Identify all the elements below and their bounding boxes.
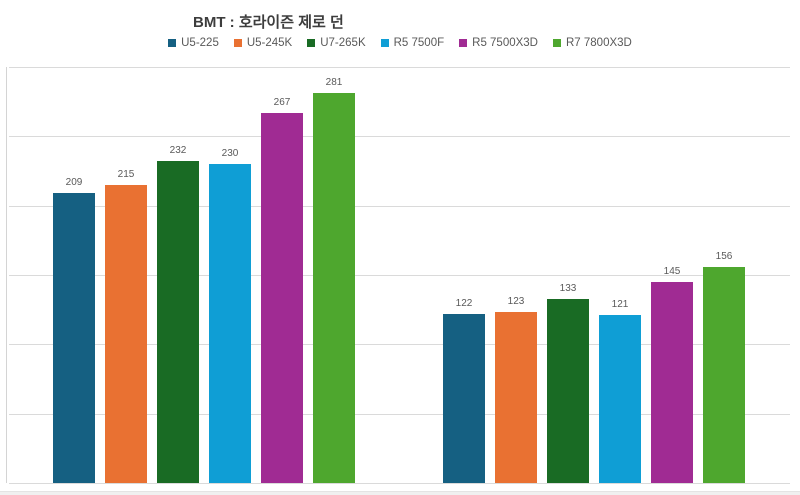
legend-label: U7-265K: [320, 37, 366, 49]
legend-item-u5-225: U5-225: [168, 37, 219, 49]
bar-r5-7500f-group1: [209, 164, 251, 483]
bottom-divider-line: [0, 491, 800, 492]
bar-u5-225-group2: [443, 314, 485, 483]
legend-label: R5 7500X3D: [472, 37, 538, 49]
bar-r7-7800x3d-group1: [313, 93, 355, 483]
bar-value-label: 122: [455, 298, 473, 309]
legend-swatch-r7-7800x3d: [553, 39, 561, 47]
bar-value-label: 230: [221, 148, 239, 159]
chart-title: BMT : 호라이즌 제로 던: [193, 14, 344, 31]
legend-swatch-r5-7500x3d: [459, 39, 468, 47]
legend-swatch-u5-245k: [233, 39, 242, 47]
legend-swatch-u5-225: [168, 39, 177, 47]
legend-label: U5-225: [181, 37, 219, 49]
gridline-250: [9, 136, 790, 137]
bar-r5-7500f-group2: [599, 315, 641, 483]
legend: U5-225 U5-245K U7-265K R5 7500F R5 7500X3D R7…: [0, 37, 800, 49]
x-axis-line: [9, 483, 790, 484]
bar-value-label: 215: [117, 169, 135, 180]
legend-item-u7-265k: U7-265K: [307, 37, 366, 49]
bar-r5-7500x3d-group2: [651, 282, 693, 483]
bar-value-label: 145: [663, 266, 681, 277]
bar-value-label: 133: [559, 283, 577, 294]
legend-label: R5 7500F: [393, 37, 445, 49]
gridline-150: [9, 275, 790, 276]
bar-u7-265k-group2: [547, 299, 589, 483]
gridline-300: [9, 67, 790, 68]
bar-u5-225-group1: [53, 193, 95, 483]
legend-label: U5-245K: [246, 37, 293, 49]
legend-item-u5-245k: U5-245K: [233, 37, 293, 49]
bottom-page-strip: [0, 492, 800, 495]
bar-value-label: 121: [611, 299, 629, 310]
bar-r5-7500x3d-group1: [261, 113, 303, 483]
bar-value-label: 156: [715, 251, 733, 262]
bar-value-label: 267: [273, 97, 291, 108]
legend-item-r7-7800x3d: R7 7800X3D: [553, 37, 632, 49]
bar-r7-7800x3d-group2: [703, 267, 745, 483]
legend-swatch-u7-265k: [307, 39, 316, 47]
legend-label: R7 7800X3D: [566, 37, 632, 49]
bar-value-label: 281: [325, 77, 343, 88]
bar-value-label: 232: [169, 145, 187, 156]
gridline-200: [9, 206, 790, 207]
legend-swatch-r5-7500f: [380, 39, 389, 47]
bar-value-label: 209: [65, 177, 83, 188]
gridline-100: [9, 344, 790, 345]
bar-u5-245k-group2: [495, 312, 537, 483]
gridline-50: [9, 414, 790, 415]
y-axis-line: [6, 67, 7, 483]
bar-u7-265k-group1: [157, 161, 199, 483]
legend-item-r5-7500f: R5 7500F: [380, 37, 445, 49]
legend-item-r5-7500x3d: R5 7500X3D: [459, 37, 538, 49]
bar-value-label: 123: [507, 296, 525, 307]
bar-u5-245k-group1: [105, 185, 147, 483]
